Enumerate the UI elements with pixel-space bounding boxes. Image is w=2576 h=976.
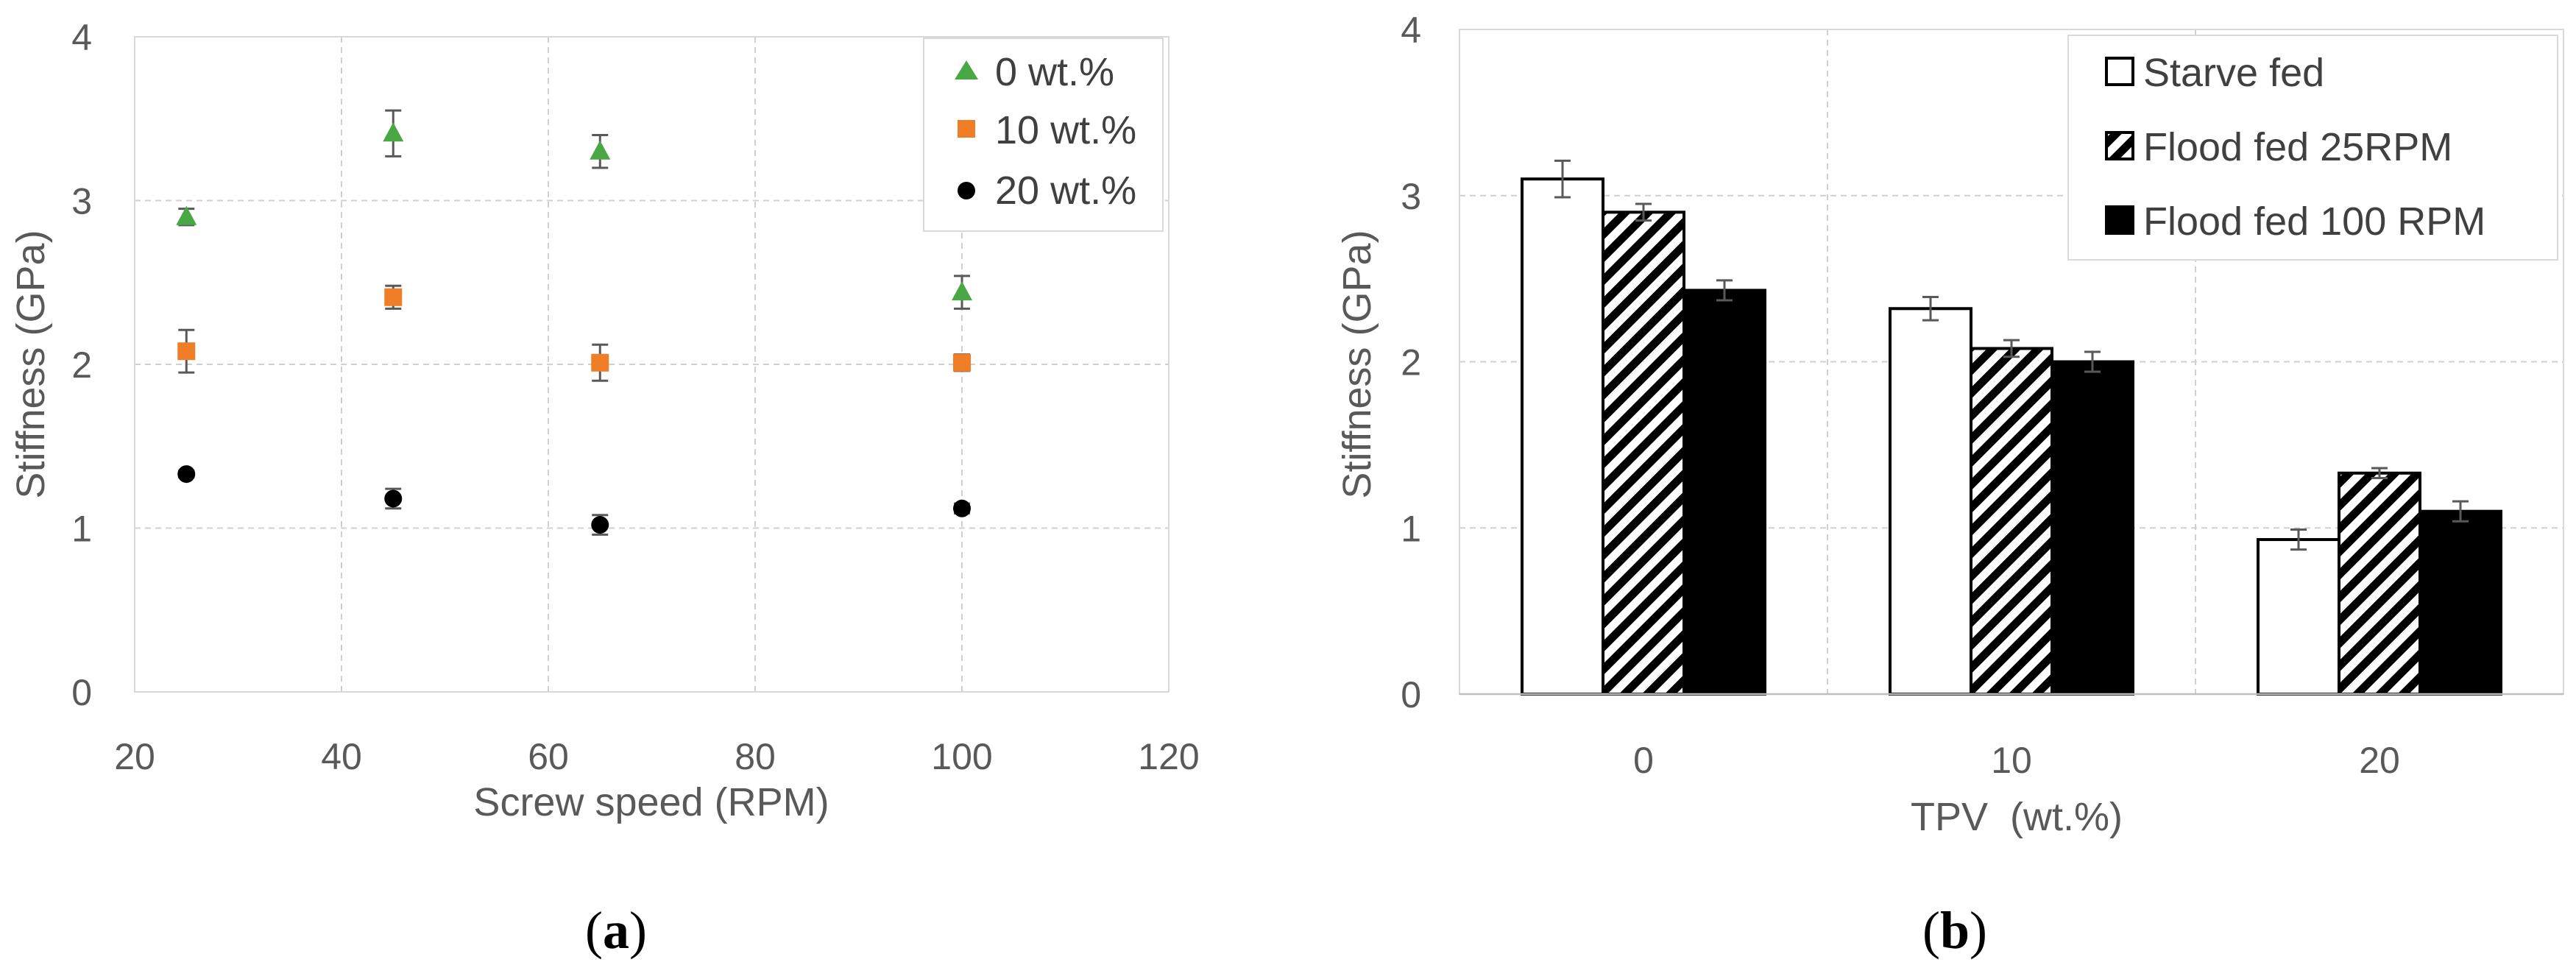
chart-b-y-tick-label: 4 [1401, 10, 1421, 51]
chart-b: 0 1 2 3 4 0 10 20 TPV (wt.%) Stiffness (GPa) S… [1335, 10, 2564, 960]
chart-a-point-0-wt- [383, 122, 404, 142]
chart-b-bars [1521, 159, 2502, 696]
chart-a-x-tick-label: 120 [1138, 736, 1199, 777]
legend-b-swatch-starve-fed [2105, 57, 2134, 86]
chart-a-plot-area [134, 36, 1170, 693]
chart-b-bar-flood-fed-100-rpm [2050, 360, 2134, 696]
chart-b-x-tick-label: 20 [2359, 740, 2400, 781]
chart-b-x-tick-label: 10 [1991, 740, 2032, 781]
chart-a-legend: 0 wt.% 10 wt.% 20 wt.% [923, 38, 1164, 232]
chart-a-y-axis-title: Stiffness (GPa) [9, 230, 53, 498]
chart-b-y-tick-label: 3 [1401, 176, 1421, 217]
chart-a-y-tick-label: 3 [71, 181, 92, 222]
chart-a-x-tick-label: 20 [114, 736, 155, 777]
legend-b-swatch-flood-100 [2105, 205, 2134, 235]
chart-b-y-axis-title: Stiffness (GPa) [1335, 230, 1379, 498]
legend-a-circle-marker [958, 182, 975, 199]
chart-a-point-10-wt- [177, 342, 196, 361]
legend-b-label-flood-25: Flood fed 25RPM [2143, 125, 2452, 169]
chart-b-y-tick-label: 1 [1401, 508, 1421, 549]
chart-a-point-10-wt- [384, 288, 403, 306]
panel-label-b: (b) [1922, 901, 1987, 960]
chart-a-y-tick-label: 1 [71, 509, 92, 550]
chart-a-y-tick-label: 0 [71, 672, 92, 713]
chart-b-bar-starve-fed [2257, 538, 2340, 696]
chart-a-x-tick-label: 60 [528, 736, 569, 777]
chart-a-point-10-wt- [953, 353, 971, 372]
chart-a: 0 1 2 3 4 20 40 60 80 100 120 Screw speed (RPM) S… [9, 17, 1200, 960]
chart-b-bar-flood-fed-25rpm [2338, 471, 2421, 696]
chart-a-point-20-wt- [384, 489, 403, 508]
chart-a-point-0-wt- [176, 205, 197, 225]
chart-b-x-axis-title: TPV (wt.%) [1911, 795, 2123, 839]
chart-a-point-20-wt- [953, 499, 971, 517]
chart-a-point-10-wt- [591, 353, 609, 372]
chart-b-bar-flood-fed-100-rpm [1682, 289, 1766, 696]
chart-a-y-tick-label: 2 [71, 344, 92, 386]
chart-b-legend: Starve fed Flood fed 25RPM Flood fed 100… [2067, 35, 2558, 261]
legend-b-label-starve-fed: Starve fed [2143, 51, 2324, 95]
chart-b-bar-flood-fed-100-rpm [2418, 509, 2502, 696]
chart-b-legend-box [2067, 35, 2558, 261]
chart-a-data-points [176, 109, 972, 536]
chart-a-point-20-wt- [591, 516, 609, 534]
chart-a-y-axis: 0 1 2 3 4 [71, 17, 92, 713]
chart-a-x-tick-label: 100 [931, 736, 992, 777]
chart-a-point-0-wt- [590, 140, 611, 160]
chart-a-x-axis: 20 40 60 80 100 120 [114, 736, 1200, 777]
legend-b-swatch-flood-25 [2105, 131, 2134, 160]
chart-b-y-axis: 0 1 2 3 4 [1401, 10, 1421, 715]
panel-label-a: (a) [585, 901, 647, 960]
chart-b-x-tick-label: 0 [1633, 740, 1654, 781]
chart-b-x-axis: 0 10 20 [1633, 740, 2400, 781]
chart-b-bar-flood-fed-25rpm [1970, 347, 2053, 696]
chart-a-point-0-wt- [952, 281, 972, 301]
chart-a-x-tick-label: 40 [321, 736, 362, 777]
legend-a-triangle-marker [955, 60, 978, 79]
legend-a-label-20wt: 20 wt.% [995, 169, 1136, 213]
legend-a-square-marker [958, 120, 975, 138]
chart-b-bar-starve-fed [1521, 177, 1604, 696]
chart-a-x-axis-title: Screw speed (RPM) [473, 780, 829, 824]
chart-a-point-20-wt- [177, 465, 196, 484]
chart-b-y-tick-label: 0 [1401, 674, 1421, 715]
chart-a-x-tick-label: 80 [735, 736, 776, 777]
chart-a-y-tick-label: 4 [71, 17, 92, 58]
chart-b-y-tick-label: 2 [1401, 342, 1421, 383]
legend-a-label-10wt: 10 wt.% [995, 108, 1136, 152]
legend-a-label-0wt: 0 wt.% [995, 50, 1114, 94]
chart-b-bar-flood-fed-25rpm [1602, 211, 1685, 696]
legend-b-label-flood-100: Flood fed 100 RPM [2143, 199, 2485, 244]
chart-b-bar-starve-fed [1889, 307, 1972, 696]
